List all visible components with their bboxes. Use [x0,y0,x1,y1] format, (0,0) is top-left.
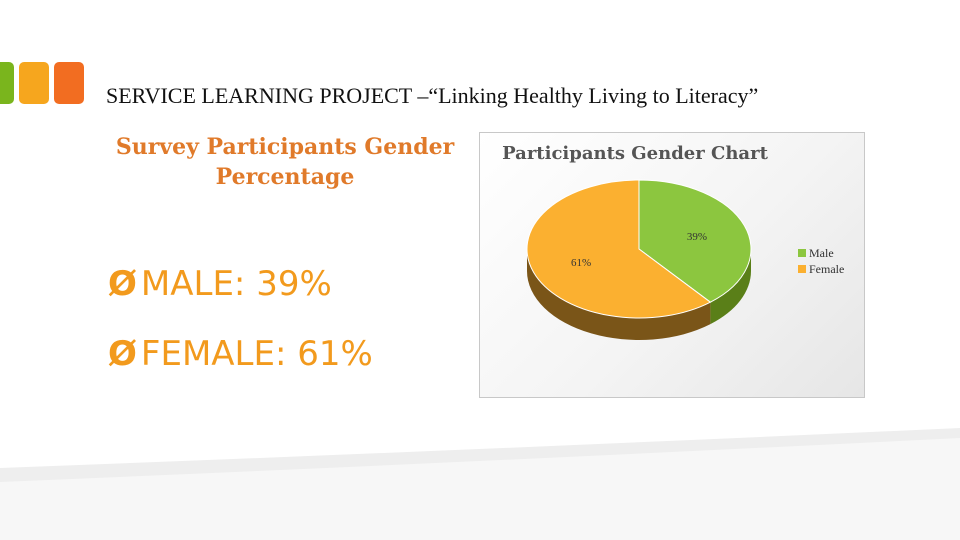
pie-chart: Participants Gender Chart 39% 61% Male Fe… [479,132,865,398]
data-label-male: 39% [687,231,707,243]
pie-side-female [527,249,711,340]
legend-label-male: Male [809,245,834,260]
section-heading-line1: Survey Participants Gender [115,134,455,160]
accent-block-green [0,62,14,104]
bullet-female: Ø FEMALE: 61% [108,334,373,374]
bullet-female-text: FEMALE: 61% [140,334,373,374]
slide-title: SERVICE LEARNING PROJECT –“Linking Healt… [106,83,759,108]
arrow-bullet-icon: Ø [108,334,137,374]
bottom-wave-decoration [0,428,960,540]
accent-block-orange [54,62,84,104]
section-heading: Survey Participants Gender Percentage [100,132,470,192]
bullet-male: Ø MALE: 39% [108,264,332,304]
arrow-bullet-icon: Ø [108,264,137,304]
legend-swatch-male [798,249,806,257]
legend-item-female: Female [798,261,854,277]
accent-block-yellow [19,62,49,104]
pie-slice-male [638,179,752,303]
legend-label-female: Female [809,261,845,276]
pie-slice-female [526,179,712,319]
pie-chart-svg: 39% 61% [526,179,752,340]
legend-item-male: Male [798,245,854,261]
data-label-female: 61% [571,257,591,269]
legend-swatch-female [798,265,806,273]
pie-side-male [710,249,751,325]
chart-legend: Male Female [798,245,854,277]
chart-title: Participants Gender Chart [502,143,768,164]
section-heading-line2: Percentage [215,164,355,190]
bullet-male-text: MALE: 39% [140,264,332,304]
